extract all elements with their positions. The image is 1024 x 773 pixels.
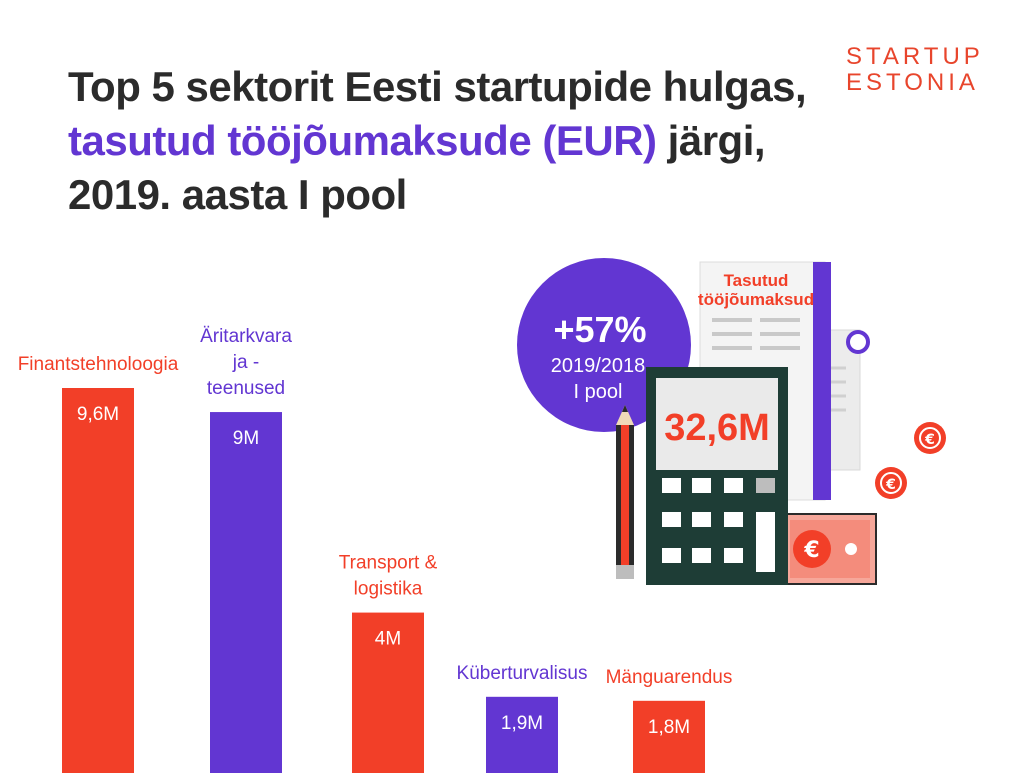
title-part-1: Top 5 sektorit Eesti startupide hulgas,	[68, 63, 807, 110]
category-label: ja -	[232, 352, 259, 373]
category-label: teenused	[207, 378, 285, 399]
calculator-total: 32,6M	[664, 407, 770, 449]
category-label: logistika	[354, 579, 423, 600]
category-label: Finantstehnoloogia	[18, 354, 179, 375]
growth-percent: +57%	[553, 309, 646, 350]
growth-period-line-1: 2019/2018	[551, 355, 646, 377]
euro-coin-icon: €	[875, 467, 907, 499]
euro-coin-symbol: €	[924, 432, 935, 448]
title-highlight: tasutud tööjõumaksude (EUR)	[68, 117, 657, 164]
category-label: Küberturvalisus	[457, 663, 588, 684]
bar	[352, 612, 424, 773]
receipt-title-line-1: Tasutud	[724, 271, 789, 290]
calculator-icon: 32,6M	[646, 367, 788, 585]
receipt-title-line-2: tööjõumaksud	[698, 290, 814, 309]
category-label: Mänguarendus	[606, 667, 733, 688]
bar	[633, 700, 705, 773]
bar-value-label: 1,9M	[501, 713, 543, 734]
category-label: Äritarkvara	[200, 326, 292, 347]
euro-coin-icon: €	[914, 422, 946, 454]
pencil-icon	[616, 405, 634, 579]
bar-value-label: 4M	[375, 629, 401, 650]
bar	[210, 412, 282, 773]
logo-line-2: ESTONIA	[846, 69, 979, 96]
category-label: Transport &	[339, 553, 438, 574]
logo-line-1: STARTUP	[846, 43, 984, 70]
banknote-icon: €	[783, 513, 877, 585]
bar-value-label: 9,6M	[77, 404, 119, 425]
banknote-symbol: €	[803, 538, 819, 563]
growth-period-line-2: I pool	[574, 381, 623, 403]
title-part-2: järgi, 2019. aasta I pool	[68, 117, 766, 218]
bar-value-label: 9M	[233, 428, 259, 449]
chart-title: Top 5 sektorit Eesti startupide hulgas, …	[68, 60, 868, 222]
bar	[62, 388, 134, 773]
euro-coin-symbol: €	[885, 477, 896, 493]
bar	[486, 696, 558, 773]
bar-value-label: 1,8M	[648, 717, 690, 738]
startup-estonia-logo: STARTUP ESTONIA	[846, 44, 984, 96]
